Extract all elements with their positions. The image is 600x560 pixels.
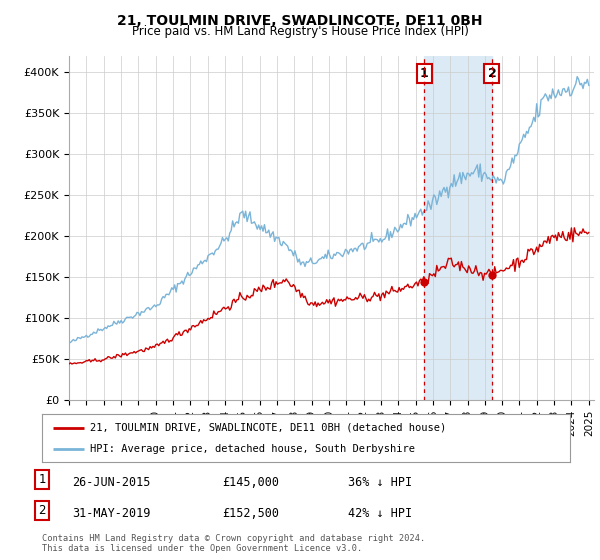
- Text: 26-JUN-2015: 26-JUN-2015: [72, 476, 151, 489]
- Text: 2: 2: [38, 504, 46, 517]
- Text: 21, TOULMIN DRIVE, SWADLINCOTE, DE11 0BH (detached house): 21, TOULMIN DRIVE, SWADLINCOTE, DE11 0BH…: [89, 423, 446, 433]
- Text: 42% ↓ HPI: 42% ↓ HPI: [348, 507, 412, 520]
- Text: 21, TOULMIN DRIVE, SWADLINCOTE, DE11 0BH: 21, TOULMIN DRIVE, SWADLINCOTE, DE11 0BH: [117, 14, 483, 28]
- Text: £152,500: £152,500: [222, 507, 279, 520]
- Text: 31-MAY-2019: 31-MAY-2019: [72, 507, 151, 520]
- Text: £145,000: £145,000: [222, 476, 279, 489]
- Text: HPI: Average price, detached house, South Derbyshire: HPI: Average price, detached house, Sout…: [89, 444, 415, 454]
- Text: 2: 2: [488, 67, 496, 80]
- Text: 36% ↓ HPI: 36% ↓ HPI: [348, 476, 412, 489]
- Bar: [424, 56, 492, 400]
- Text: 1: 1: [419, 67, 428, 80]
- Text: 1: 1: [38, 473, 46, 486]
- Text: Price paid vs. HM Land Registry's House Price Index (HPI): Price paid vs. HM Land Registry's House …: [131, 25, 469, 38]
- Text: Contains HM Land Registry data © Crown copyright and database right 2024.
This d: Contains HM Land Registry data © Crown c…: [42, 534, 425, 553]
